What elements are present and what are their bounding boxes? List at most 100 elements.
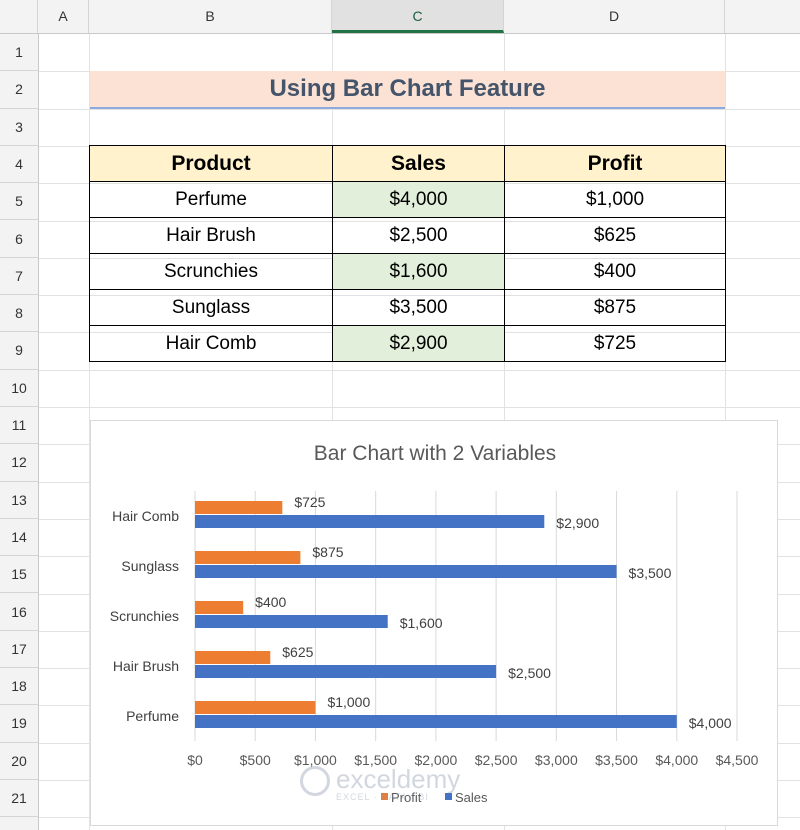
row-header-8[interactable]: 8 <box>0 295 38 333</box>
bar-sales <box>195 665 497 678</box>
cell-profit[interactable]: $625 <box>504 217 726 254</box>
bar-sales <box>195 565 617 578</box>
row-header-5[interactable]: 5 <box>0 183 38 221</box>
header-profit[interactable]: Profit <box>504 145 726 182</box>
gridline-row <box>39 407 800 408</box>
gridline-row <box>39 369 800 371</box>
bar-profit <box>195 601 244 614</box>
header-sales[interactable]: Sales <box>332 145 505 182</box>
column-header-e[interactable] <box>725 0 800 33</box>
gridline-column <box>89 34 90 830</box>
legend-swatch-profit <box>381 793 388 800</box>
exceldemy-watermark: exceldemy EXCEL · DATA · BI <box>296 762 506 802</box>
table-row: Sunglass $3,500 $875 <box>89 289 726 326</box>
data-label-sales: $2,900 <box>556 515 599 531</box>
cell-product[interactable]: Scrunchies <box>89 253 333 290</box>
column-header-bar: A B C D <box>0 0 800 34</box>
category-label: Sunglass <box>121 558 179 574</box>
row-header-17[interactable]: 17 <box>0 631 38 669</box>
x-tick-label: $3,000 <box>535 752 578 768</box>
bar-sales <box>195 515 545 528</box>
x-tick-label: $0 <box>187 752 203 768</box>
row-header-6[interactable]: 6 <box>0 221 38 258</box>
header-product[interactable]: Product <box>89 145 333 182</box>
data-label-profit: $400 <box>255 594 286 610</box>
bar-sales <box>195 715 677 728</box>
row-header-13[interactable]: 13 <box>0 482 38 519</box>
exceldemy-logo-icon <box>300 766 330 796</box>
row-header-9[interactable]: 9 <box>0 332 38 370</box>
cell-sales[interactable]: $2,900 <box>332 325 505 362</box>
table-header-row: Product Sales Profit <box>89 145 726 182</box>
row-header-2[interactable]: 2 <box>0 71 38 109</box>
cell-sales[interactable]: $2,500 <box>332 217 505 254</box>
chart-canvas: Bar Chart with 2 Variables $0 $500 $1,000 $1… <box>110 442 759 805</box>
chart-title: Bar Chart with 2 Variables <box>314 442 556 465</box>
row-header-18[interactable]: 18 <box>0 668 38 706</box>
x-tick-label: $500 <box>240 752 271 768</box>
x-tick-label: $4,500 <box>716 752 759 768</box>
category-label: Scrunchies <box>110 608 179 624</box>
row-header-14[interactable]: 14 <box>0 519 38 557</box>
row-header-16[interactable]: 16 <box>0 594 38 631</box>
column-header-b[interactable]: B <box>89 0 332 33</box>
row-header-bar: 1 2 3 4 5 6 7 8 9 10 11 12 13 14 15 16 17 18 19 20 21 <box>0 34 39 830</box>
legend-swatch-sales <box>445 793 452 800</box>
watermark-text: exceldemy <box>336 764 461 794</box>
data-label-profit: $725 <box>294 494 325 510</box>
data-table: Product Sales Profit Perfume $4,000 $1,000… <box>89 145 726 362</box>
column-header-c[interactable]: C <box>332 0 504 33</box>
x-tick-label: $4,000 <box>655 752 698 768</box>
row-header-20[interactable]: 20 <box>0 743 38 780</box>
bar-profit <box>195 501 283 514</box>
data-label-sales: $4,000 <box>689 715 732 731</box>
table-row: Scrunchies $1,600 $400 <box>89 253 726 290</box>
column-header-d[interactable]: D <box>504 0 725 33</box>
row-header-12[interactable]: 12 <box>0 444 38 482</box>
row-header-3[interactable]: 3 <box>0 109 38 146</box>
row-header-19[interactable]: 19 <box>0 705 38 743</box>
row-header-21[interactable]: 21 <box>0 780 38 818</box>
bar-sales <box>195 615 388 628</box>
sheet-title: Using Bar Chart Feature <box>90 71 725 109</box>
row-header-4[interactable]: 4 <box>0 146 38 184</box>
bar-chart[interactable]: Bar Chart with 2 Variables $0 $500 $1,000 $1… <box>90 420 778 826</box>
gridline-row <box>39 108 800 110</box>
data-label-profit: $1,000 <box>327 694 370 710</box>
bar-profit <box>195 551 301 564</box>
x-tick-label: $2,000 <box>414 752 457 768</box>
cell-sales[interactable]: $3,500 <box>332 289 505 326</box>
category-label: Perfume <box>126 708 179 724</box>
cell-product[interactable]: Hair Comb <box>89 325 333 362</box>
cell-sales[interactable]: $4,000 <box>332 181 505 218</box>
data-label-profit: $625 <box>282 644 313 660</box>
x-tick-label: $1,000 <box>294 752 337 768</box>
cell-profit[interactable]: $875 <box>504 289 726 326</box>
cell-product[interactable]: Sunglass <box>89 289 333 326</box>
cell-profit[interactable]: $400 <box>504 253 726 290</box>
data-label-sales: $3,500 <box>629 565 672 581</box>
x-tick-label: $2,500 <box>475 752 518 768</box>
data-label-sales: $2,500 <box>508 665 551 681</box>
watermark-subtext: EXCEL · DATA · BI <box>336 792 429 802</box>
row-header-10[interactable]: 10 <box>0 370 38 407</box>
select-all-corner[interactable] <box>0 0 38 33</box>
x-tick-label: $1,500 <box>354 752 397 768</box>
cell-product[interactable]: Perfume <box>89 181 333 218</box>
category-label: Hair Brush <box>113 658 179 674</box>
cell-profit[interactable]: $1,000 <box>504 181 726 218</box>
table-row: Perfume $4,000 $1,000 <box>89 181 726 218</box>
x-tick-label: $3,500 <box>595 752 638 768</box>
category-label: Hair Comb <box>112 508 179 524</box>
bar-profit <box>195 651 271 664</box>
legend-label-profit: Profit <box>391 790 422 805</box>
row-header-1[interactable]: 1 <box>0 34 38 72</box>
row-header-7[interactable]: 7 <box>0 258 38 296</box>
cell-profit[interactable]: $725 <box>504 325 726 362</box>
row-header-11[interactable]: 11 <box>0 407 38 445</box>
table-row: Hair Brush $2,500 $625 <box>89 217 726 254</box>
column-header-a[interactable]: A <box>38 0 89 33</box>
cell-product[interactable]: Hair Brush <box>89 217 333 254</box>
row-header-15[interactable]: 15 <box>0 556 38 594</box>
cell-sales[interactable]: $1,600 <box>332 253 505 290</box>
